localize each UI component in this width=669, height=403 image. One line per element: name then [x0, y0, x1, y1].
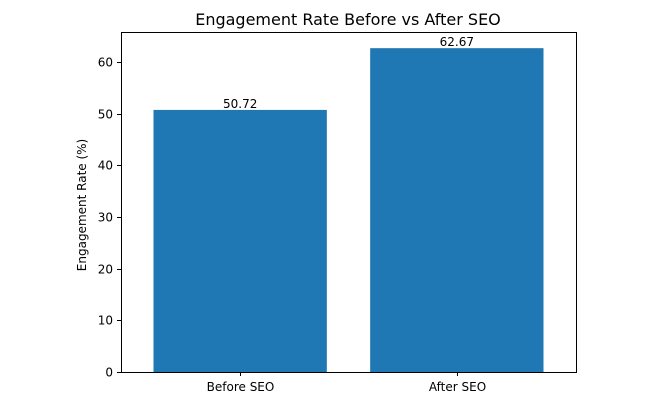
y-axis-label: Engagement Rate (%) [75, 139, 89, 271]
y-axis-ticks: 0 10 20 30 40 50 60 [98, 56, 121, 380]
y-tick-label: 0 [105, 366, 113, 380]
x-tick-label: Before SEO [207, 380, 275, 394]
y-tick-label: 60 [98, 56, 113, 70]
y-tick-label: 20 [98, 263, 113, 277]
y-tick-label: 30 [98, 211, 113, 225]
bar-value-label-1: 62.67 [440, 35, 474, 49]
bar-value-label-0: 50.72 [223, 97, 257, 111]
bar-0 [153, 109, 327, 373]
y-tick-label: 40 [98, 159, 113, 173]
chart-title: Engagement Rate Before vs After SEO [195, 10, 501, 29]
bars-group: 50.72 62.67 [153, 35, 544, 373]
x-tick-label: After SEO [429, 380, 486, 394]
plot-frame [121, 32, 577, 373]
bar-1 [370, 48, 544, 373]
y-tick-label: 50 [98, 108, 113, 122]
x-axis-ticks: Before SEO After SEO [207, 372, 486, 394]
y-tick-label: 10 [98, 314, 113, 328]
